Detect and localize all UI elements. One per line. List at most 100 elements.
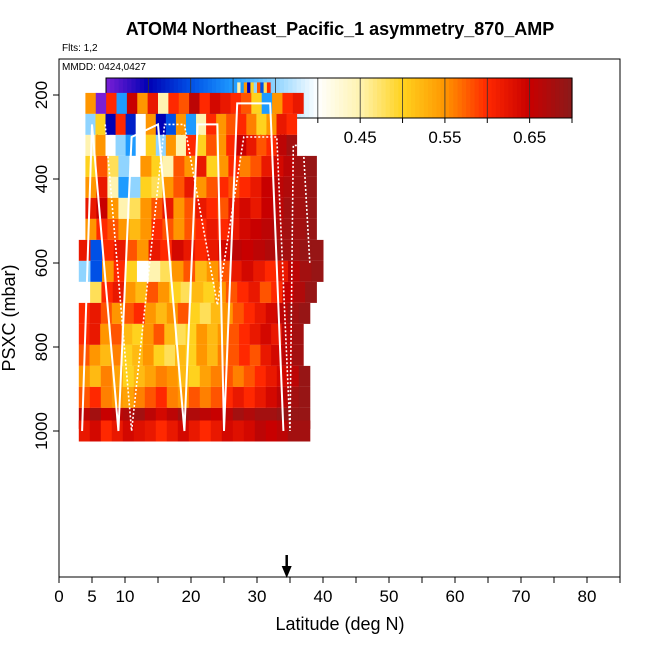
heatmap-cell: [185, 344, 197, 366]
x-tick-label: 20: [182, 587, 201, 606]
heatmap-cell: [305, 197, 317, 219]
colorbar-segment: [546, 78, 552, 118]
colorbar-segment: [402, 78, 408, 118]
heatmap-cell: [195, 260, 208, 282]
heatmap-cell: [125, 239, 138, 261]
heatmap-cell: [226, 113, 237, 135]
heatmap-cell: [217, 323, 229, 345]
heatmap-cell: [207, 323, 219, 345]
colorbar-segment: [529, 78, 535, 118]
heatmap-cell: [286, 113, 298, 135]
heatmap-cell: [140, 176, 152, 198]
heatmap-cell: [89, 344, 101, 366]
colorbar-segment: [436, 78, 442, 118]
colorbar-segment: [563, 78, 569, 118]
heatmap-cell: [169, 281, 182, 303]
colorbar-segment: [533, 78, 539, 118]
heatmap-cell: [113, 239, 126, 261]
heatmap-cell: [276, 113, 288, 135]
heatmap-cell: [261, 155, 273, 177]
colorbar-segment: [330, 78, 336, 118]
heatmap-cell: [298, 302, 311, 324]
heatmap-cell: [145, 113, 157, 135]
heatmap-cell: [78, 260, 91, 282]
heatmap-cell: [168, 92, 180, 114]
heatmap-cell: [220, 92, 232, 114]
heatmap-cell: [183, 260, 196, 282]
heatmap-cell: [287, 302, 300, 324]
heatmap-cell: [144, 407, 157, 429]
x-axis: 0 5 10 20 30 40 50 60 70 80: [54, 577, 621, 606]
heatmap-cell: [250, 176, 262, 198]
heatmap-cell: [89, 323, 101, 345]
heatmap-cell: [155, 113, 167, 135]
heatmap-cell: [272, 92, 283, 114]
colorbar-segment: [364, 78, 370, 118]
heatmap-cell: [110, 323, 123, 345]
heatmap-cell: [292, 323, 304, 345]
heatmap-cell: [232, 420, 245, 442]
colorbar-segment: [555, 78, 560, 118]
heatmap-cell: [111, 302, 124, 324]
heatmap-cell: [276, 134, 288, 156]
heatmap-cell: [199, 92, 211, 114]
heatmap-cell: [146, 281, 159, 303]
heatmap-cell: [142, 344, 155, 366]
heatmap-cell: [137, 92, 149, 114]
heatmap-cell: [265, 407, 278, 429]
heatmap-cell: [294, 218, 306, 240]
colorbar-segment: [398, 78, 404, 118]
heatmap-cell: [195, 239, 208, 261]
heatmap-cell: [305, 218, 317, 240]
heatmap-cell: [85, 92, 97, 114]
heatmap-cell: [246, 113, 257, 135]
heatmap-cell: [188, 302, 201, 324]
colorbar-tick-label: 0.65: [513, 128, 546, 147]
heatmap-cell: [106, 92, 118, 114]
heatmap-cell: [261, 218, 273, 240]
heatmap-cell: [180, 281, 193, 303]
heatmap-cell: [118, 218, 130, 240]
heatmap-cell: [286, 134, 298, 156]
heatmap-cell: [254, 302, 267, 324]
heatmap-cell: [226, 134, 237, 156]
heatmap-cell: [85, 197, 97, 219]
heatmap-cell: [151, 155, 163, 177]
heatmap-cell: [85, 176, 97, 198]
heatmap-cell: [281, 323, 294, 345]
heatmap-cell: [196, 344, 208, 366]
heatmap-cell: [199, 365, 212, 387]
heatmap-cell: [237, 281, 250, 303]
heatmap-cell: [221, 365, 234, 387]
heatmap-cell: [89, 365, 102, 387]
y-axis: 200 400 600 800 1000: [32, 81, 59, 450]
colorbar-tick-label: 0.55: [428, 128, 461, 147]
heatmap-cell: [165, 113, 177, 135]
heatmap-cell: [254, 386, 267, 408]
heatmap-cell: [78, 386, 91, 408]
x-tick-label: 30: [248, 587, 267, 606]
heatmap-cell: [248, 281, 261, 303]
x-tick-label: 70: [512, 587, 531, 606]
x-tick-label: 40: [314, 587, 333, 606]
heatmap-cell: [210, 365, 223, 387]
heatmap-cell: [151, 218, 163, 240]
colorbar-segment: [368, 78, 374, 118]
colorbar-segment: [427, 78, 433, 118]
heatmap-cell: [210, 407, 223, 429]
heatmap-cell: [118, 155, 130, 177]
colorbar-segment: [449, 78, 454, 118]
y-tick-label: 1000: [32, 412, 51, 450]
heatmap-cell: [174, 323, 187, 345]
latitude-arrow-marker: [281, 555, 292, 578]
heatmap-cell: [292, 344, 304, 366]
colorbar-segment: [322, 78, 327, 118]
heatmap-cell: [249, 344, 261, 366]
colorbar-segment: [360, 78, 366, 118]
heatmap-cell: [287, 386, 300, 408]
heatmap-cell: [112, 281, 125, 303]
heatmap-cell: [122, 420, 135, 442]
heatmap-cell: [115, 134, 127, 156]
heatmap-cell: [298, 420, 311, 442]
heatmap-cell: [217, 155, 229, 177]
